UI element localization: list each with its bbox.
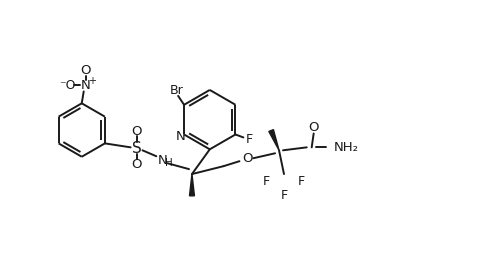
Text: O: O <box>80 64 91 77</box>
Text: ⁻O: ⁻O <box>60 79 76 92</box>
Text: F: F <box>263 175 270 188</box>
Text: N: N <box>81 79 91 92</box>
Text: O: O <box>309 121 319 134</box>
Text: Br: Br <box>169 85 183 98</box>
Text: N: N <box>176 130 186 143</box>
Text: S: S <box>132 141 141 156</box>
Text: F: F <box>298 175 305 188</box>
Polygon shape <box>189 174 194 196</box>
Polygon shape <box>269 130 279 150</box>
Text: F: F <box>246 133 253 146</box>
Text: O: O <box>131 125 142 138</box>
Text: O: O <box>242 152 252 165</box>
Text: O: O <box>131 158 142 171</box>
Text: N: N <box>157 154 167 167</box>
Text: F: F <box>281 189 287 202</box>
Text: +: + <box>88 76 96 86</box>
Text: NH₂: NH₂ <box>333 141 358 154</box>
Text: H: H <box>165 158 173 168</box>
